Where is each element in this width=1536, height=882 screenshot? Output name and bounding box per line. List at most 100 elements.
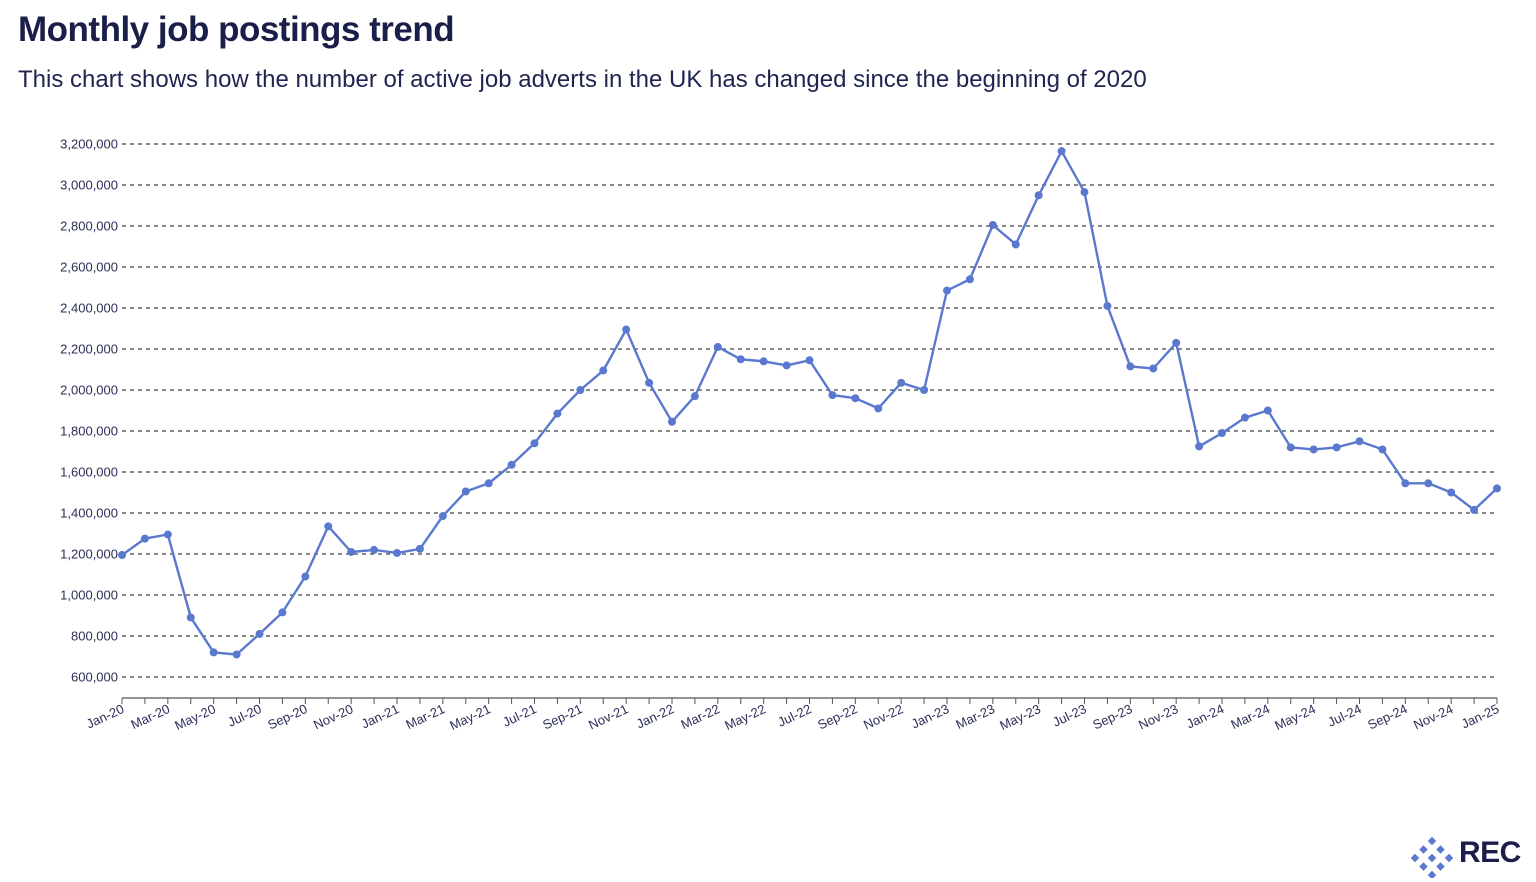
- data-point: [347, 547, 356, 556]
- x-tick-label: Sep-20: [265, 701, 309, 732]
- data-point: [255, 629, 264, 638]
- y-tick-label: 1,200,000: [60, 547, 118, 562]
- x-tick-label: Sep-22: [815, 701, 859, 732]
- data-point: [782, 361, 791, 370]
- data-point: [1470, 505, 1479, 514]
- data-point: [988, 220, 997, 229]
- data-point: [965, 275, 974, 284]
- series-points: [118, 147, 1501, 659]
- data-point: [324, 522, 333, 531]
- data-point: [461, 487, 470, 496]
- x-tick-label: Jul-24: [1325, 701, 1363, 730]
- data-point: [1240, 413, 1249, 422]
- data-point: [278, 608, 287, 617]
- y-tick-label: 1,800,000: [60, 424, 118, 439]
- brand-name: REC: [1459, 836, 1521, 869]
- data-point: [209, 648, 218, 657]
- data-point: [668, 417, 676, 426]
- data-point: [553, 409, 562, 418]
- data-point: [713, 342, 722, 351]
- y-tick-label: 2,400,000: [60, 301, 118, 316]
- data-point: [1149, 364, 1158, 373]
- y-tick-label: 2,800,000: [60, 219, 118, 234]
- data-point: [1286, 443, 1295, 452]
- logo-diamond: [1419, 845, 1428, 854]
- x-tick-label: Sep-21: [540, 701, 584, 732]
- y-tick-label: 1,400,000: [60, 506, 118, 521]
- x-tick-label: Mar-20: [128, 701, 172, 732]
- gridlines: [122, 143, 1497, 678]
- x-tick-label: Sep-23: [1090, 701, 1134, 732]
- y-tick-label: 1,000,000: [60, 588, 118, 603]
- data-point: [1011, 240, 1020, 249]
- data-point: [370, 545, 379, 554]
- x-tick-label: Jul-22: [775, 701, 813, 730]
- data-point: [1195, 442, 1204, 451]
- x-tick-label: May-22: [722, 701, 768, 733]
- logo-diamond: [1410, 853, 1420, 863]
- y-axis-ticks: 600,000 800,000 1,000,000 1,200,000 1,400,00…: [60, 137, 118, 685]
- x-tick-label: Jul-21: [500, 701, 538, 730]
- data-point: [1080, 188, 1089, 197]
- x-tick-label: Mar-21: [403, 701, 447, 732]
- x-tick-label: May-24: [1272, 701, 1318, 733]
- data-point: [232, 650, 241, 659]
- x-tick-label: May-21: [447, 701, 493, 733]
- x-tick-label: Jan-22: [634, 701, 676, 731]
- series-line: [121, 149, 1498, 656]
- data-point: [484, 479, 493, 488]
- x-tick-label: Nov-21: [586, 701, 630, 732]
- data-point: [1034, 191, 1043, 200]
- y-tick-label: 3,000,000: [60, 178, 118, 193]
- x-tick-label: Jul-20: [225, 701, 263, 730]
- data-point: [186, 613, 195, 622]
- data-point: [1263, 406, 1272, 415]
- rec-logo-icon: [1410, 836, 1454, 878]
- data-point: [622, 325, 631, 334]
- data-point: [897, 378, 906, 387]
- data-point: [920, 386, 929, 394]
- logo-diamond: [1436, 862, 1445, 871]
- data-point: [301, 572, 310, 581]
- data-point: [1332, 443, 1341, 452]
- x-tick-label: Jan-25: [1459, 701, 1501, 731]
- data-point: [645, 378, 654, 387]
- logo-diamond: [1427, 836, 1437, 846]
- x-tick-label: Nov-20: [311, 701, 355, 732]
- data-point: [438, 512, 447, 521]
- data-point: [1309, 445, 1318, 454]
- x-tick-label: Nov-22: [861, 701, 905, 732]
- y-tick-label: 2,600,000: [60, 260, 118, 275]
- x-tick-label: Jan-24: [1184, 701, 1226, 731]
- data-point: [140, 534, 149, 543]
- logo-diamond: [1427, 870, 1437, 878]
- x-tick-label: Sep-24: [1365, 701, 1409, 732]
- x-tick-label: Nov-23: [1136, 701, 1180, 732]
- data-point: [393, 548, 401, 557]
- x-tick-label: Nov-24: [1411, 701, 1455, 732]
- data-point: [599, 366, 608, 375]
- data-point: [805, 356, 814, 365]
- y-tick-label: 800,000: [71, 629, 118, 644]
- logo-diamond: [1436, 845, 1445, 854]
- data-point: [1103, 301, 1112, 310]
- data-point: [1424, 479, 1433, 488]
- x-tick-label: Jan-20: [84, 701, 126, 731]
- data-point: [1447, 488, 1456, 497]
- data-point: [530, 439, 539, 448]
- data-point: [874, 404, 883, 413]
- data-point: [1378, 445, 1387, 454]
- y-tick-label: 600,000: [71, 670, 118, 685]
- data-point: [736, 355, 745, 364]
- data-point: [851, 394, 860, 403]
- data-point: [163, 530, 172, 539]
- x-tick-label: Mar-24: [1228, 701, 1272, 732]
- x-tick-label: Jan-23: [909, 701, 951, 731]
- data-point: [576, 386, 585, 394]
- data-point: [1355, 437, 1364, 446]
- x-tick-label: Jul-23: [1050, 701, 1088, 730]
- data-point: [690, 392, 699, 401]
- y-tick-label: 2,000,000: [60, 383, 118, 398]
- data-point: [1057, 147, 1066, 156]
